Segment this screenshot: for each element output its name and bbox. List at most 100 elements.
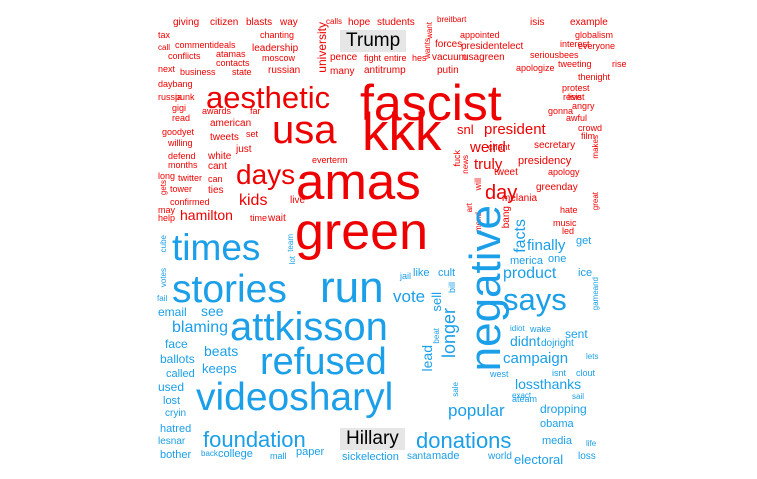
cloud-word: music (553, 218, 577, 228)
cloud-word: gameand (591, 277, 600, 311)
cloud-word: awards (202, 106, 232, 116)
cloud-word: times (172, 227, 261, 268)
cloud-word: clout (576, 368, 596, 378)
cloud-word: made (432, 450, 460, 462)
cloud-word: videosharyl (196, 376, 394, 419)
cloud-word: russia (158, 92, 183, 102)
cloud-word: blasts (246, 17, 273, 28)
cloud-word: vote (393, 287, 426, 306)
cloud-word: face (165, 337, 188, 351)
cloud-word: gonna (548, 106, 574, 116)
cloud-word: film (581, 131, 595, 141)
cloud-word: back (201, 449, 218, 458)
cloud-word: chant (488, 142, 511, 152)
cloud-word: putin (437, 65, 459, 76)
cloud-word: west (490, 369, 509, 379)
cloud-word: breitbart (437, 15, 467, 24)
cloud-word: giving (173, 17, 200, 28)
cloud-word: apologize (516, 63, 555, 73)
cloud-word: lets (586, 352, 599, 361)
cloud-word: email (158, 305, 187, 319)
cloud-word: greenday (536, 182, 578, 193)
cloud-word: tweet (494, 167, 518, 178)
cloud-word: daybang (158, 79, 193, 89)
cloud-word: lead (419, 345, 435, 372)
cloud-word: confirmed (170, 197, 210, 207)
cloud-word: didnt (510, 333, 541, 349)
cloud-word: like (413, 267, 430, 279)
cloud-word: seriousbees (530, 50, 579, 60)
cloud-word: electoral (514, 452, 564, 467)
cloud-word: call (158, 43, 171, 52)
cloud-word: isnt (552, 368, 567, 378)
cloud-word: college (218, 448, 253, 460)
group-label-trump: Trump (340, 30, 407, 52)
cloud-word: white (208, 151, 232, 162)
cloud-word: students (377, 17, 415, 28)
cloud-word: long (158, 171, 176, 181)
cloud-word: thenight (578, 72, 611, 82)
cloud-word: antitrump (364, 65, 406, 76)
cloud-word: wake (530, 324, 552, 334)
cloud-word: presidency (518, 155, 572, 167)
cloud-word: goodyet (162, 127, 195, 137)
cloud-word: way (280, 17, 298, 28)
cloud-word: dojright (541, 338, 574, 349)
cloud-word: conflicts (168, 51, 201, 61)
cloud-word: loss (578, 451, 596, 462)
cloud-word: just (236, 144, 252, 155)
cloud-word: aesthetic (206, 80, 331, 115)
cloud-word: cult (438, 267, 456, 279)
cloud-word: great (591, 192, 600, 211)
cloud-word: sale (451, 382, 460, 397)
cloud-word: tweeting (558, 59, 592, 69)
cloud-word: apology (548, 167, 580, 177)
cloud-word: facts (512, 219, 529, 253)
cloud-word: sickelection (342, 451, 399, 463)
cloud-word: green (295, 203, 428, 261)
cloud-word: day (485, 182, 518, 204)
cloud-word: live (568, 92, 582, 102)
cloud-word: set (246, 129, 259, 139)
cloud-word: lot (288, 256, 297, 265)
cloud-word: contacts (216, 58, 250, 68)
cloud-word: merica (510, 255, 544, 267)
cloud-word: dropping (540, 402, 587, 416)
cloud-word: russian (268, 65, 301, 76)
cloud-word: live (290, 195, 306, 206)
cloud-word: next (158, 64, 176, 74)
cloud-word: calls (326, 17, 343, 26)
cloud-word: santa (407, 451, 432, 462)
cloud-word: days (236, 159, 296, 190)
cloud-word: blaming (172, 319, 229, 336)
cloud-word: appointed (460, 30, 500, 40)
cloud-word: stories (172, 268, 287, 311)
cloud-word: snl (457, 122, 474, 137)
cloud-word: finally (527, 237, 566, 254)
cloud-word: fascist (360, 75, 502, 131)
cloud-word: see (201, 303, 224, 319)
cloud-word: punk (175, 92, 195, 102)
cloud-word: gigi (172, 103, 187, 113)
cloud-word: popular (448, 401, 505, 420)
cloud-word: rise (612, 59, 627, 69)
cloud-word: idiot (510, 324, 525, 333)
cloud-word: wants (423, 38, 432, 59)
cloud-word: awful (566, 113, 588, 123)
cloud-word: months (168, 160, 198, 170)
cloud-word: sail (572, 392, 585, 401)
cloud-word: gets (159, 180, 168, 196)
cloud-word: willing (168, 138, 193, 148)
cloud-word: beat (432, 328, 441, 344)
cloud-word: sent (565, 327, 588, 341)
cloud-word: everyone (578, 41, 616, 51)
cloud-word: angry (572, 101, 595, 111)
cloud-word: citizen (210, 17, 239, 28)
group-label-hillary: Hillary (340, 428, 405, 450)
cloud-word: will (473, 178, 483, 191)
cloud-word: keeps (202, 361, 237, 376)
cloud-word: far (250, 106, 261, 116)
cloud-word: secretary (534, 140, 576, 151)
cloud-word: president (484, 121, 546, 138)
